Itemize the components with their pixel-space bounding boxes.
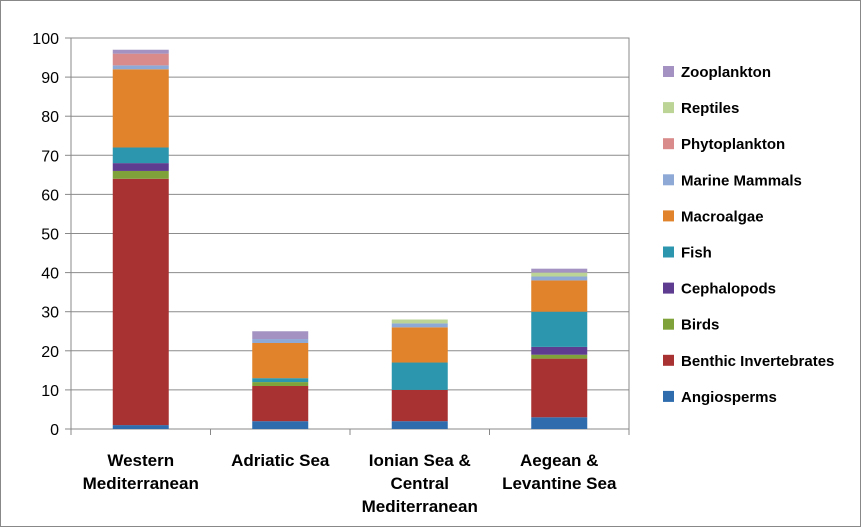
- legend-label: Phytoplankton: [681, 136, 785, 153]
- bar-segment-cephalopods: [112, 163, 169, 171]
- bar-segment-birds: [112, 170, 169, 179]
- y-tick-label: 80: [41, 109, 59, 126]
- y-tick-label: 60: [41, 187, 59, 204]
- bar-segment-benthic-invertebrates: [112, 178, 169, 426]
- legend-swatch: [663, 174, 674, 186]
- bar-segment-macroalgae: [531, 280, 588, 312]
- x-category-label: Mediterranean: [83, 474, 199, 493]
- bar-segment-fish: [391, 362, 448, 390]
- legend-swatch: [663, 66, 674, 77]
- x-category-label: Central: [390, 474, 449, 493]
- bar-segment-marine-mammals: [112, 65, 169, 70]
- bar-segment-reptiles: [391, 319, 448, 324]
- legend: Zooplankton Reptiles Phytoplankton Marine M…: [663, 64, 834, 406]
- bar-segment-angiosperms: [531, 417, 588, 429]
- bar-segment-phytoplankton: [112, 53, 169, 66]
- bar-segment-zooplankton: [531, 268, 588, 273]
- legend-swatch: [663, 390, 674, 402]
- bar-segment-zooplankton: [252, 331, 309, 340]
- axes: 0 10 20 30 40 50 60 70 80 90 100 Western Mediterrane…: [32, 31, 630, 516]
- bar-segment-benthic-invertebrates: [391, 389, 448, 422]
- x-category-label: Western: [107, 451, 174, 470]
- legend-label: Reptiles: [681, 100, 739, 117]
- bar-segment-angiosperms: [252, 421, 309, 429]
- legend-label: Zooplankton: [681, 64, 771, 81]
- x-category-label: Mediterranean: [362, 497, 478, 516]
- bar-segment-angiosperms: [112, 425, 169, 429]
- x-category-label: Levantine Sea: [502, 474, 617, 493]
- y-tick-label: 20: [41, 344, 59, 361]
- y-tick-label: 10: [41, 383, 59, 400]
- bar-segment-macroalgae: [391, 327, 448, 363]
- legend-label: Birds: [681, 317, 719, 334]
- bar-segment-marine-mammals: [531, 276, 588, 281]
- x-category-label: Ionian Sea &: [369, 451, 471, 470]
- bar-segment-benthic-invertebrates: [531, 358, 588, 418]
- bar-segment-fish: [112, 147, 169, 164]
- legend-label: Cephalopods: [681, 281, 776, 298]
- legend-swatch: [663, 102, 674, 114]
- legend-label: Fish: [681, 245, 712, 262]
- bar-segment-birds: [252, 382, 309, 386]
- x-category-label: Adriatic Sea: [231, 451, 330, 470]
- bar-segment-angiosperms: [391, 421, 448, 429]
- bar-segment-cephalopods: [531, 346, 588, 355]
- legend-swatch: [663, 282, 674, 294]
- bar-segment-macroalgae: [252, 342, 309, 379]
- legend-swatch: [663, 354, 674, 366]
- bar-segment-marine-mammals: [252, 339, 309, 343]
- legend-label: Marine Mammals: [681, 172, 802, 189]
- y-tick-label: 70: [41, 148, 59, 165]
- x-category-label: Aegean &: [520, 451, 598, 470]
- y-tick-label: 0: [50, 422, 59, 439]
- legend-swatch: [663, 246, 674, 258]
- bars: [112, 49, 588, 429]
- legend-swatch: [663, 210, 674, 222]
- legend-swatch: [663, 318, 674, 330]
- legend-swatch: [663, 138, 674, 150]
- bar-segment-reptiles: [531, 272, 588, 277]
- bar-segment-fish: [531, 311, 588, 347]
- bar-segment-benthic-invertebrates: [252, 385, 309, 422]
- legend-label: Angiosperms: [681, 389, 777, 406]
- legend-label: Macroalgae: [681, 208, 764, 225]
- y-tick-label: 50: [41, 227, 59, 244]
- bar-segment-macroalgae: [112, 69, 169, 148]
- bar-segment-fish: [252, 378, 309, 383]
- bar-segment-birds: [531, 354, 588, 359]
- y-tick-label: 90: [41, 70, 59, 87]
- y-tick-label: 30: [41, 305, 59, 322]
- bar-segment-marine-mammals: [391, 323, 448, 328]
- legend-label: Benthic Invertebrates: [681, 353, 834, 370]
- y-tick-label: 100: [32, 31, 59, 48]
- y-tick-label: 40: [41, 266, 59, 283]
- bar-segment-zooplankton: [112, 49, 169, 54]
